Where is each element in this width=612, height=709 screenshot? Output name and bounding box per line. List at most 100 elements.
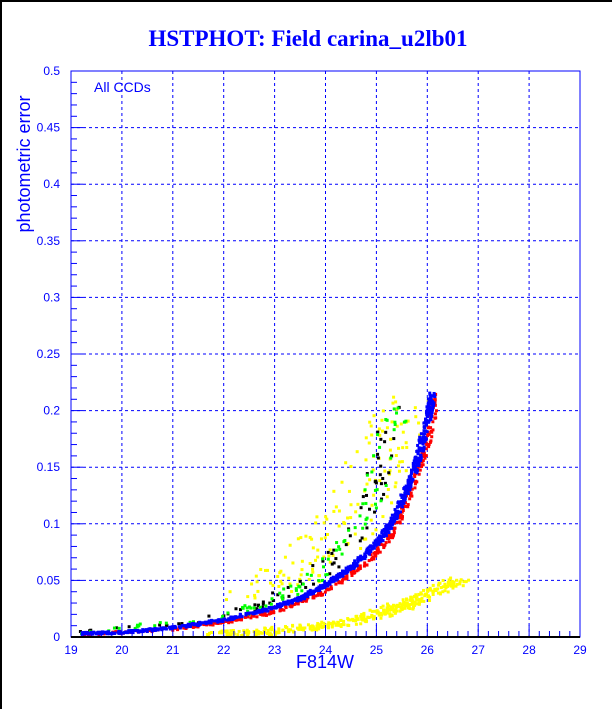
data-point (239, 618, 243, 622)
data-point (365, 473, 369, 477)
data-point (427, 419, 431, 423)
data-point (420, 464, 424, 468)
data-point (168, 627, 172, 631)
data-point (282, 573, 286, 577)
data-point (355, 617, 359, 621)
data-point (264, 607, 268, 611)
data-point (398, 602, 402, 606)
data-point (249, 611, 253, 615)
data-point (375, 540, 379, 544)
data-point (331, 620, 335, 624)
data-point (387, 531, 391, 535)
data-point (269, 607, 273, 611)
data-point (416, 449, 420, 453)
data-point (326, 623, 330, 627)
data-point (418, 468, 422, 472)
data-point (445, 585, 449, 589)
data-point (414, 596, 418, 600)
data-point (301, 582, 305, 586)
y-tick-label: 0.35 (37, 234, 61, 248)
data-point (372, 557, 376, 561)
data-point (298, 596, 302, 600)
y-tick-label: 0.15 (37, 460, 61, 474)
data-point (395, 516, 399, 520)
data-point (392, 531, 396, 535)
data-point (240, 633, 244, 637)
data-point (379, 437, 383, 441)
data-point (425, 430, 429, 434)
data-point (411, 607, 415, 611)
data-point (364, 554, 368, 558)
data-point (417, 461, 421, 465)
data-point (366, 546, 370, 550)
data-point (407, 478, 411, 482)
data-point (389, 437, 393, 441)
data-point (225, 598, 229, 602)
data-point (392, 395, 396, 399)
data-point (349, 503, 353, 507)
data-point (427, 432, 431, 436)
data-point (370, 547, 374, 551)
data-point (372, 546, 376, 550)
data-point (424, 411, 428, 415)
data-point (450, 579, 454, 583)
data-point (254, 610, 258, 614)
data-point (418, 449, 422, 453)
data-point (426, 434, 430, 438)
data-point (315, 589, 319, 593)
data-point (395, 505, 399, 509)
data-point (117, 626, 121, 630)
data-point (423, 592, 427, 596)
data-point (131, 631, 135, 635)
data-point (193, 625, 197, 629)
data-point (390, 533, 394, 537)
data-point (326, 557, 330, 561)
data-point (331, 575, 335, 579)
data-point (433, 587, 437, 591)
data-point (246, 633, 250, 637)
data-point (322, 621, 326, 625)
data-point (319, 537, 323, 541)
data-point (415, 459, 419, 463)
data-point (433, 412, 437, 416)
data-point (298, 579, 302, 583)
data-point (389, 456, 393, 460)
data-point (156, 628, 160, 632)
x-tick-label: 27 (472, 643, 486, 657)
data-point (238, 608, 242, 612)
data-point (334, 578, 338, 582)
data-point (276, 605, 280, 609)
data-point (367, 441, 371, 445)
data-point (385, 524, 389, 528)
data-point (356, 502, 360, 506)
data-point (280, 608, 284, 612)
data-point (400, 608, 404, 612)
data-point (345, 567, 349, 571)
data-point (418, 441, 422, 445)
data-point (258, 630, 262, 634)
data-point (325, 533, 329, 537)
data-point (286, 585, 290, 589)
data-point (288, 600, 292, 604)
data-point (291, 623, 295, 627)
data-point (80, 632, 84, 636)
data-point (78, 630, 82, 634)
data-point (188, 624, 192, 628)
data-point (394, 400, 398, 404)
data-point (290, 590, 294, 594)
data-point (196, 622, 200, 626)
data-point (387, 534, 391, 538)
data-point (360, 617, 364, 621)
data-point (417, 592, 421, 596)
data-point (452, 584, 456, 588)
data-point (324, 573, 328, 577)
data-point (382, 492, 386, 496)
data-point (404, 598, 408, 602)
data-point (323, 536, 327, 540)
data-point (188, 620, 192, 624)
data-point (419, 592, 423, 596)
data-point (371, 468, 375, 472)
data-point (294, 598, 298, 602)
y-axis-title: photometric error (14, 95, 34, 232)
